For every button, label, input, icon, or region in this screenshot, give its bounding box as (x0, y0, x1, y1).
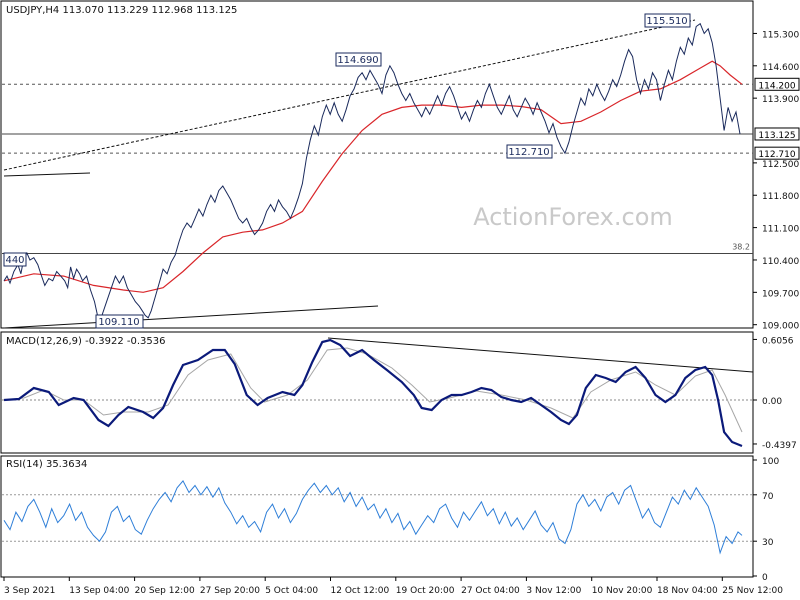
price-tick-label: 111.100 (762, 225, 799, 235)
price-horizontal-levels: 38.2 114.200 113.125 112.710 (2, 77, 800, 254)
rsi-axis: 100 70 30 0 (753, 457, 779, 583)
price-annotations: 115.510 114.690 112.710 109.110 440 (3, 13, 691, 329)
x-tick-label: 25 Nov 12:00 (722, 586, 783, 596)
price-label-box (754, 77, 800, 91)
macd-panel-frame (0, 331, 754, 454)
macd-axis: 0.6056 0.00 -0.4397 (753, 336, 797, 451)
fib-level-label: 38.2 (732, 242, 750, 251)
x-tick-label: 18 Nov 04:00 (657, 586, 718, 596)
price-label: 112.710 (758, 150, 795, 160)
price-tick-label: 112.500 (762, 160, 799, 170)
short-resistance-line (3, 172, 91, 177)
rsi-tick-label: 30 (762, 538, 774, 548)
price-tick-label: 111.800 (762, 192, 799, 202)
rsi-tick-label: 70 (762, 492, 774, 502)
price-tick-label: 114.600 (762, 63, 799, 73)
annotation-box-november-low (506, 144, 553, 159)
annotation-box-september-low (95, 314, 144, 329)
x-tick-label: 27 Sep 20:00 (200, 586, 260, 596)
x-tick-label: 13 Sep 04:00 (69, 586, 129, 596)
chart-title: USDJPY,H4 113.070 113.229 112.968 113.12… (6, 5, 237, 16)
macd-line (3, 338, 743, 448)
price-label: 114.200 (758, 81, 795, 91)
rsi-tick-label: 100 (762, 457, 779, 467)
annotation-high: 115.510 (646, 16, 687, 27)
x-tick-label: 20 Sep 12:00 (135, 586, 195, 596)
macd-tick-label: 0.6056 (762, 336, 794, 346)
watermark: ActionForex.com (473, 203, 673, 231)
price-series-line (3, 22, 741, 321)
price-panel-frame (0, 0, 754, 329)
x-tick-label: 3 Nov 12:00 (526, 586, 581, 596)
rsi-tick-label: 0 (762, 573, 768, 583)
support-trendline (3, 305, 379, 329)
rsi-line (3, 480, 743, 555)
price-label: 113.125 (758, 131, 795, 141)
annotation-october-high: 114.690 (337, 55, 378, 66)
time-axis: 3 Sep 2021 13 Sep 04:00 20 Sep 12:00 27 Sep… (1, 576, 783, 596)
annotation-november-low: 112.710 (508, 147, 549, 158)
annotation-box-left (3, 252, 27, 267)
annotation-box-october-high (335, 52, 382, 67)
annotation-left: 440 (5, 255, 24, 266)
macd-tick-label: 0.00 (762, 397, 782, 407)
rsi-title: RSI(14) 35.3634 (6, 459, 87, 470)
x-tick-label: 5 Oct 04:00 (265, 586, 318, 596)
price-label-box (754, 127, 800, 141)
macd-title: MACD(12,26,9) -0.3922 -0.3536 (6, 336, 166, 347)
x-tick-label: 3 Sep 2021 (4, 586, 55, 596)
price-tick-label: 110.400 (762, 257, 799, 267)
price-tick-label: 109.000 (762, 322, 799, 332)
x-tick-label: 12 Oct 12:00 (331, 586, 390, 596)
rsi-level-lines (2, 494, 753, 542)
x-tick-label: 27 Oct 04:00 (461, 586, 520, 596)
price-label-box (754, 146, 800, 160)
annotation-box-high (644, 13, 691, 28)
price-tick-label: 109.700 (762, 289, 799, 299)
x-tick-label: 19 Oct 20:00 (396, 586, 455, 596)
price-tick-label: 113.900 (762, 95, 799, 105)
ema-series-line (3, 60, 743, 293)
rising-resistance-trendline (3, 19, 696, 171)
annotation-september-low: 109.110 (98, 317, 139, 328)
price-axis: 115.300 114.600 113.900 112.500 111.800 111.1… (753, 30, 799, 332)
x-tick-label: 10 Nov 20:00 (592, 586, 653, 596)
macd-tick-label: -0.4397 (762, 441, 797, 451)
macd-trendline (327, 337, 754, 373)
price-tick-label: 115.300 (762, 30, 799, 40)
